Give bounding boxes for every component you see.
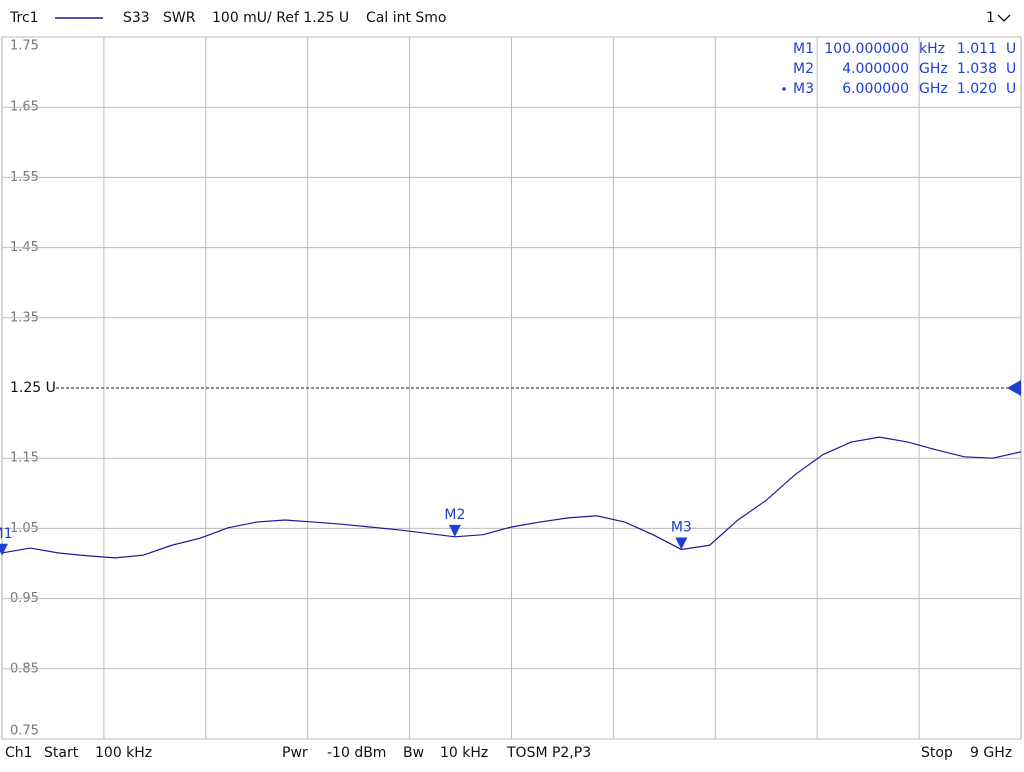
marker-stimulus: 100.000000 [824,41,909,57]
footer: Ch1 Start 100 kHz Pwr -10 dBm Bw 10 kHz … [5,745,1012,761]
marker-name: M1 [793,41,814,57]
marker [448,524,461,537]
bw[interactable]: 10 kHz [440,745,488,761]
marker-value-unit: U [1006,81,1016,97]
marker-name: M3 [793,81,814,97]
marker-label: M1 [0,526,13,542]
start-label: Start [44,745,79,761]
chevron[interactable] [997,14,1011,22]
scale[interactable]: 100 mU/ Ref 1.25 U [212,10,349,26]
channel-menu[interactable]: 1 [986,10,995,26]
marker-value-unit: U [1006,41,1016,57]
marker-value-unit: U [1006,61,1016,77]
marker-unit: GHz [919,61,948,77]
marker-stimulus: 4.000000 [842,61,909,77]
trace-name[interactable]: Trc1 [9,10,39,26]
stop-label: Stop [921,745,953,761]
start[interactable]: 100 kHz [95,745,152,761]
param[interactable]: S33 [123,10,150,26]
channel[interactable]: Ch1 [5,745,33,761]
marker-value: 1.011 [957,41,997,57]
marker [0,543,8,556]
marker [675,537,688,550]
power[interactable]: -10 dBm [327,745,386,761]
marker-name: M2 [793,61,814,77]
reference-arrow [1007,380,1021,396]
y-tick-label: 1.75 [10,39,39,54]
stop[interactable]: 9 GHz [970,745,1012,761]
y-tick-label: 0.75 [10,724,39,739]
marker-label: M3 [671,519,692,535]
header: Trc1 S33 SWR 100 mU/ Ref 1.25 U Cal int … [9,10,1011,26]
marker-label: M2 [444,507,465,523]
y-tick-label: 1.25 U [10,380,56,396]
power-label: Pwr [282,745,308,761]
marker-unit: kHz [919,41,945,57]
marker-value: 1.038 [957,61,997,77]
cal-status[interactable]: Cal int Smo [366,10,447,26]
active-dot [782,87,786,91]
format[interactable]: SWR [163,10,196,26]
marker-value: 1.020 [957,81,997,97]
trace [1,436,1022,559]
marker-stimulus: 6.000000 [842,81,909,97]
bw-label: Bw [403,745,424,761]
cal-type[interactable]: TOSM P2,P3 [506,745,591,761]
plot: 1.751.651.551.451.351.25 U1.151.050.950.… [0,36,1022,740]
marker-unit: GHz [919,81,948,97]
